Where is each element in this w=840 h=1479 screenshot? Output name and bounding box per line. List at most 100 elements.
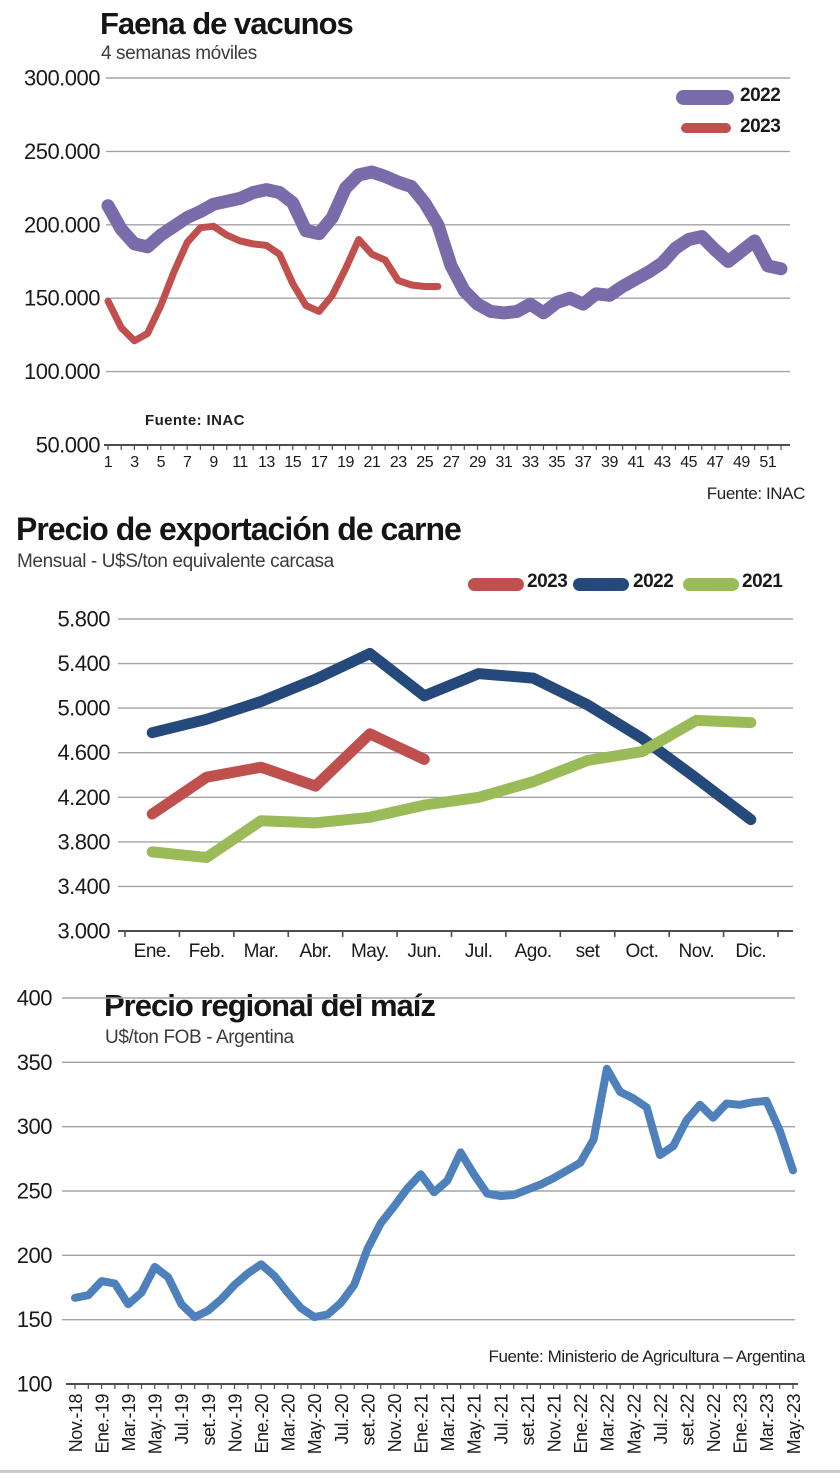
y-tick-label: 100.000 <box>24 359 100 384</box>
legend-label-2023: 2023 <box>740 116 781 137</box>
legend-swatch-2021 <box>683 578 739 591</box>
x-tick-label: 25 <box>416 454 433 471</box>
y-tick-label: 150.000 <box>24 286 100 311</box>
x-tick-label: 19 <box>337 454 354 471</box>
legend-label-2023: 2023 <box>527 571 568 592</box>
x-tick-label: 9 <box>209 454 218 471</box>
bottom-divider <box>0 1470 840 1473</box>
x-tick-label: Mar.-22 <box>598 1394 618 1452</box>
chart-precio-carne-plot: 5.800 5.400 5.000 4.600 4.200 3.800 3.400 3.000… <box>57 607 793 962</box>
y-tick-label: 4.600 <box>57 740 110 765</box>
y-tick-label: 50.000 <box>36 433 101 458</box>
x-tick-label: Jun. <box>407 941 441 962</box>
x-tick-label: Nov. <box>679 941 715 962</box>
x-tick-label: 39 <box>601 454 618 471</box>
x-tick-label: Jul.-21 <box>491 1394 511 1445</box>
series-line-2023 <box>146 728 430 820</box>
chart-maiz-title: Precio regional del maíz <box>104 988 436 1023</box>
x-tick-label: Ene.-19 <box>92 1394 112 1454</box>
x-tick-label: 43 <box>654 454 671 471</box>
chart-faena-source: Fuente: INAC <box>706 484 806 503</box>
x-tick-label: Ene.-22 <box>571 1394 591 1454</box>
x-tick-label: Jul.-22 <box>651 1394 671 1445</box>
y-tick-label: 300 <box>17 1114 52 1139</box>
x-tick-label: 5 <box>157 454 166 471</box>
x-tick-label: 13 <box>258 454 275 471</box>
y-tick-label: 150 <box>17 1307 52 1332</box>
x-tick-label: May.-21 <box>465 1394 485 1455</box>
x-tick-label: Nov.-18 <box>66 1394 86 1453</box>
x-tick-label: 31 <box>495 454 512 471</box>
x-tick-label: Ene.-23 <box>731 1394 751 1454</box>
x-tick-label: set.-20 <box>358 1394 378 1446</box>
series-line-2021 <box>146 714 757 863</box>
x-tick-label: 23 <box>390 454 407 471</box>
x-tick-label: 47 <box>707 454 724 471</box>
x-tick-label: Abr. <box>300 941 332 962</box>
x-tick-label: 21 <box>364 454 381 471</box>
legend-swatch-2022 <box>573 578 629 591</box>
x-tick-label: Dic. <box>735 941 766 962</box>
x-tick-label: Nov.-20 <box>385 1394 405 1453</box>
y-tick-label: 3.000 <box>57 919 110 944</box>
x-tick-label: May. <box>351 941 389 962</box>
x-tick-label: 33 <box>522 454 539 471</box>
x-tick-label: 37 <box>575 454 592 471</box>
x-tick-label: Nov.-21 <box>545 1394 565 1453</box>
x-tick-label: set.-21 <box>518 1394 538 1446</box>
chart-precio-carne-subtitle: Mensual - U$S/ton equivalente carcasa <box>17 551 334 572</box>
y-tick-label: 3.800 <box>57 829 110 854</box>
x-tick-label: May.-20 <box>305 1394 325 1455</box>
x-tick-label: Ene. <box>134 941 171 962</box>
chart-faena-subtitle: 4 semanas móviles <box>101 43 257 64</box>
x-tick-label: 49 <box>733 454 750 471</box>
x-tick-label: 1 <box>104 454 113 471</box>
chart-faena-title: Faena de vacunos <box>100 6 354 41</box>
x-tick-label: 3 <box>130 454 139 471</box>
x-tick-label: Feb. <box>189 941 225 962</box>
y-tick-label: 5.800 <box>57 607 110 632</box>
x-tick-label: 41 <box>627 454 644 471</box>
x-tick-label: 15 <box>284 454 301 471</box>
chart-faena-source-inner: Fuente: INAC <box>145 412 245 429</box>
chart-maiz-plot: 400 350 300 250 200 150 100 Nov.-18 Ene.-19 Mar.-… <box>17 986 804 1455</box>
x-tick-label: Jul.-20 <box>332 1394 352 1445</box>
series-line-2022 <box>101 165 788 320</box>
legend-swatch-2023 <box>468 578 524 591</box>
x-tick-label: 35 <box>548 454 565 471</box>
x-tick-label: 17 <box>311 454 328 471</box>
x-tick-label: May.-22 <box>624 1394 644 1455</box>
x-tick-label: Nov.-22 <box>704 1394 724 1453</box>
legend-label-2022: 2022 <box>740 85 781 106</box>
y-tick-label: 250 <box>17 1179 52 1204</box>
x-tick-label: set <box>576 941 601 962</box>
x-tick-label: Mar.-21 <box>438 1394 458 1452</box>
y-tick-label: 5.000 <box>57 696 110 721</box>
y-tick-label: 200.000 <box>24 212 100 237</box>
x-tick-label: Mar. <box>244 941 279 962</box>
x-tick-label: Mar.-20 <box>279 1394 299 1452</box>
x-tick-label: Ene.-21 <box>412 1394 432 1454</box>
y-tick-label: 5.400 <box>57 651 110 676</box>
x-tick-label: Nov.-19 <box>225 1394 245 1453</box>
x-tick-label: set.-22 <box>677 1394 697 1446</box>
legend-label-2022: 2022 <box>633 571 674 592</box>
x-tick-label: 45 <box>680 454 697 471</box>
series-line-2023 <box>104 222 442 345</box>
x-tick-label: set.-19 <box>199 1394 219 1446</box>
y-tick-label: 300.000 <box>24 66 100 91</box>
x-tick-label: 7 <box>183 454 192 471</box>
y-tick-label: 100 <box>17 1372 52 1397</box>
legend-swatch-2022 <box>676 90 734 105</box>
chart-faena-plot: 300.000 250.000 200.000 150.000 100.000 50.00… <box>24 66 790 471</box>
y-tick-label: 3.400 <box>57 874 110 899</box>
x-tick-label: 51 <box>759 454 776 471</box>
x-tick-label: 29 <box>469 454 486 471</box>
x-tick-label: Ene.-20 <box>252 1394 272 1454</box>
legend-swatch-2023 <box>681 123 731 133</box>
x-tick-label: Ago. <box>515 941 552 962</box>
x-tick-label: Mar.-23 <box>757 1394 777 1452</box>
x-tick-label: Oct. <box>626 941 659 962</box>
x-tick-label: Jul.-19 <box>172 1394 192 1445</box>
